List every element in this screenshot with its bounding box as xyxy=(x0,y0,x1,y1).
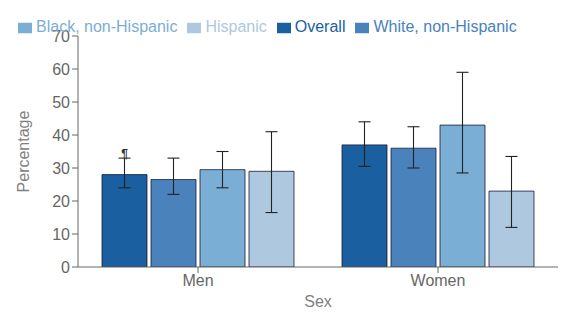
svg-text:50: 50 xyxy=(52,94,70,111)
svg-text:Sex: Sex xyxy=(304,293,332,310)
svg-text:Women: Women xyxy=(411,272,466,289)
svg-text:70: 70 xyxy=(52,28,70,45)
svg-text:20: 20 xyxy=(52,193,70,210)
svg-text:40: 40 xyxy=(52,127,70,144)
svg-text:¶: ¶ xyxy=(121,147,128,161)
svg-text:Men: Men xyxy=(182,272,213,289)
svg-text:Percentage: Percentage xyxy=(15,110,32,192)
svg-text:0: 0 xyxy=(61,259,70,276)
svg-text:30: 30 xyxy=(52,160,70,177)
svg-text:60: 60 xyxy=(52,61,70,78)
svg-text:10: 10 xyxy=(52,226,70,243)
